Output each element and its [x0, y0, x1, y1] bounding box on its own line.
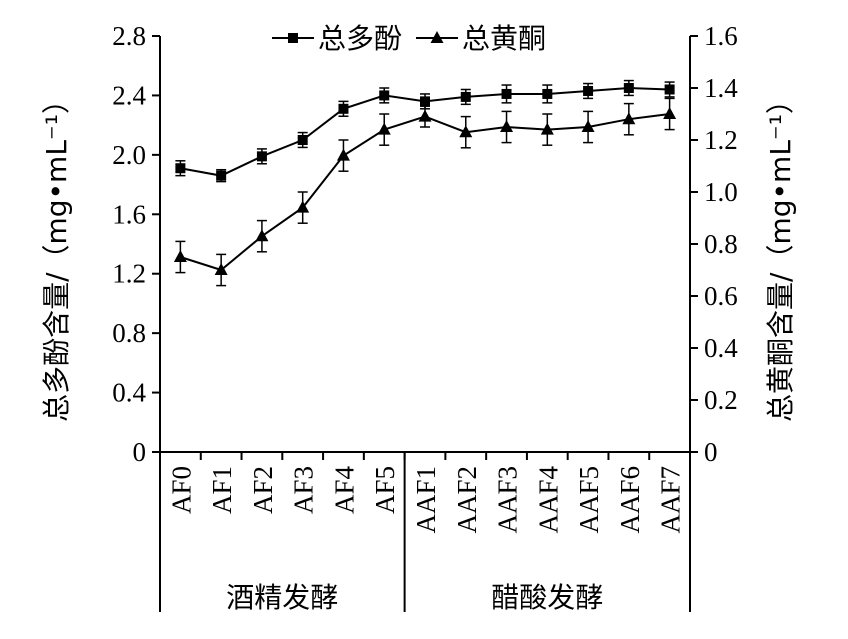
- data-point-triangle: [173, 250, 187, 262]
- category-label: AF2: [248, 466, 278, 514]
- right-y-tick-label: 1.6: [704, 21, 738, 51]
- data-point-square: [583, 85, 594, 96]
- data-point-square: [623, 83, 634, 93]
- category-label: AAF6: [615, 466, 645, 534]
- left-y-tick-label: 2.4: [112, 80, 146, 110]
- data-point-square: [338, 103, 349, 114]
- left-y-axis-title: 总多酚含量/（mg•mL⁻¹）: [40, 86, 73, 422]
- right-y-tick-label: 0.6: [704, 281, 738, 311]
- right-y-tick-label: 1.2: [704, 125, 738, 155]
- right-y-tick-label: 0.2: [704, 385, 738, 415]
- category-label: AF3: [289, 466, 319, 514]
- data-point-square: [216, 170, 227, 181]
- data-point-triangle: [459, 125, 473, 138]
- category-label: AAF3: [493, 466, 523, 534]
- data-point-triangle: [377, 122, 391, 135]
- data-point-triangle: [581, 120, 595, 132]
- category-label: AF0: [166, 466, 196, 514]
- data-point-triangle: [296, 200, 310, 213]
- data-point-square: [256, 151, 267, 162]
- left-y-tick-label: 0.8: [112, 318, 146, 348]
- right-y-tick-label: 0: [704, 437, 718, 467]
- left-y-tick-label: 0.4: [112, 378, 146, 408]
- data-point-square: [460, 91, 471, 102]
- right-y-axis-title: 总黄酮含量/（mg•mL⁻¹）: [764, 86, 797, 422]
- legend-marker-square: [288, 33, 298, 43]
- right-y-tick-label: 1.4: [704, 73, 738, 103]
- left-y-tick-label: 0: [133, 437, 147, 467]
- category-label: AAF7: [656, 466, 686, 534]
- category-label: AF1: [207, 466, 237, 514]
- data-point-square: [501, 88, 512, 99]
- left-y-tick-label: 2.0: [112, 140, 146, 170]
- category-label: AF4: [329, 466, 359, 515]
- left-y-tick-label: 1.6: [112, 199, 146, 229]
- data-point-triangle: [336, 148, 350, 161]
- right-y-tick-label: 1.0: [704, 177, 738, 207]
- data-point-square: [542, 88, 553, 99]
- data-point-square: [664, 84, 675, 95]
- category-label: AAF4: [533, 466, 563, 534]
- data-point-triangle: [214, 263, 228, 275]
- data-point-square: [420, 96, 430, 107]
- data-point-square: [175, 163, 186, 174]
- category-label: AAF1: [411, 466, 441, 534]
- right-y-tick-label: 0.4: [704, 333, 738, 363]
- group-label: 醋酸发酵: [491, 581, 603, 614]
- category-label: AF5: [370, 466, 400, 514]
- right-y-tick-label: 0.8: [704, 229, 738, 259]
- left-y-tick-label: 2.8: [112, 21, 146, 51]
- legend-label: 总黄酮: [462, 22, 546, 55]
- data-point-triangle: [622, 112, 636, 125]
- data-point-triangle: [500, 120, 514, 132]
- data-point-triangle: [255, 229, 269, 242]
- data-point-square: [379, 90, 390, 101]
- category-label: AAF2: [452, 466, 482, 534]
- data-point-triangle: [418, 109, 432, 122]
- group-label: 酒精发酵: [226, 581, 338, 614]
- data-point-triangle: [540, 122, 554, 135]
- legend-label: 总多酚: [318, 22, 402, 55]
- category-label: AAF5: [574, 466, 604, 534]
- data-point-triangle: [663, 107, 677, 119]
- legend-marker-triangle: [430, 31, 444, 43]
- series-line-triangle: [180, 113, 670, 272]
- left-y-tick-label: 1.2: [112, 259, 146, 289]
- data-point-square: [297, 135, 308, 145]
